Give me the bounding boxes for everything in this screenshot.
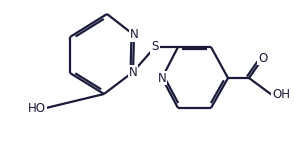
Text: OH: OH	[272, 89, 290, 102]
Text: O: O	[258, 51, 268, 64]
Text: HO: HO	[28, 102, 46, 115]
Text: N: N	[130, 29, 138, 42]
Text: N: N	[129, 66, 137, 78]
Text: N: N	[158, 71, 166, 84]
Text: S: S	[151, 40, 159, 53]
